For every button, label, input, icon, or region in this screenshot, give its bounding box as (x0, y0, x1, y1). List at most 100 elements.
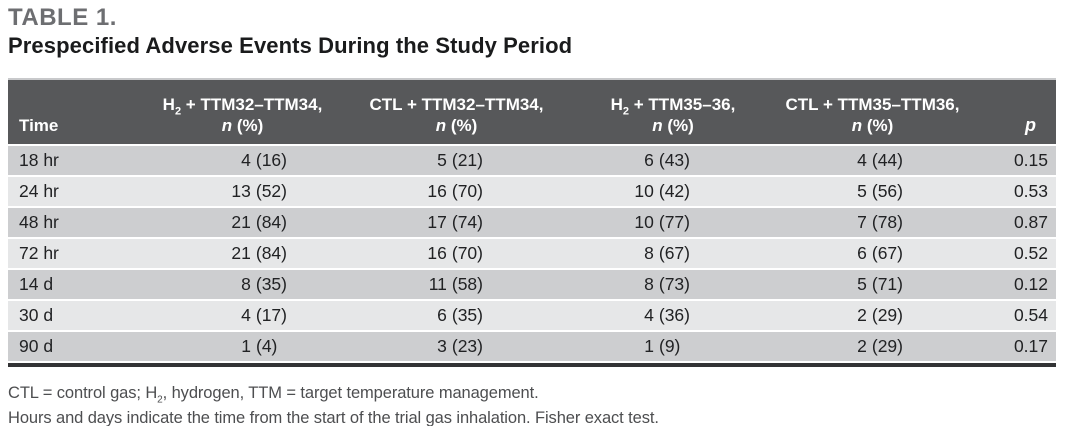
count-value: 5 (857, 274, 867, 294)
header-time: Time (8, 80, 140, 144)
table-bottom-rule (8, 363, 1056, 367)
count-value: 6 (644, 150, 654, 170)
data-cell: 4 (16) (140, 146, 345, 175)
data-cell: 4 (44) (778, 146, 967, 175)
percent-value: (23) (451, 336, 483, 356)
header-p-value: p (967, 80, 1056, 144)
table-footnotes: CTL = control gas; H2, hydrogen, TTM = t… (8, 381, 659, 426)
count-value: 6 (437, 305, 447, 325)
count-value: 8 (644, 243, 654, 263)
data-cell: 1 (4) (140, 332, 345, 361)
percent-value: (4) (256, 336, 278, 356)
header-group-line: H2 + TTM35–36, (610, 95, 736, 118)
data-cell: 6 (67) (778, 239, 967, 268)
percent-value: (36) (658, 305, 690, 325)
count-value: 16 (427, 181, 447, 201)
percent-value: (78) (871, 212, 903, 232)
table-row: 24 hr 13 (52) 16 (70) 10 (42) 5 (56) 0.53 (8, 177, 1056, 206)
percent-value: (67) (658, 243, 690, 263)
p-value-cell: 0.17 (1013, 336, 1048, 356)
data-cell: 10 (42) (568, 177, 778, 206)
data-cell: 6 (43) (568, 146, 778, 175)
p-value-cell: 0.12 (1013, 274, 1048, 294)
percent-value: (77) (658, 212, 690, 232)
time-cell: 48 hr (19, 212, 59, 232)
header-h2-ttm35-36: H2 + TTM35–36, n (%) (568, 80, 778, 144)
percent-value: (29) (871, 305, 903, 325)
header-n-pct: n (%) (652, 116, 694, 135)
table-title: Prespecified Adverse Events During the S… (8, 33, 573, 58)
data-cell: 8 (35) (140, 270, 345, 299)
percent-value: (35) (451, 305, 483, 325)
count-value: 7 (857, 212, 867, 232)
count-value: 6 (857, 243, 867, 263)
data-cell: 8 (73) (568, 270, 778, 299)
percent-value: (84) (255, 243, 287, 263)
count-value: 8 (241, 274, 251, 294)
table-label: TABLE 1. (8, 4, 117, 31)
percent-value: (44) (871, 150, 903, 170)
percent-value: (16) (255, 150, 287, 170)
count-value: 4 (241, 305, 251, 325)
count-value: 5 (437, 150, 447, 170)
percent-value: (71) (871, 274, 903, 294)
table-row: 30 d 4 (17) 6 (35) 4 (36) 2 (29) 0.54 (8, 301, 1056, 330)
count-value: 2 (857, 336, 867, 356)
time-cell: 90 d (19, 336, 54, 356)
count-value: 17 (427, 212, 447, 232)
data-cell: 21 (84) (140, 208, 345, 237)
p-value-cell: 0.15 (1013, 150, 1048, 170)
count-value: 3 (437, 336, 447, 356)
percent-value: (58) (451, 274, 483, 294)
footnote-methods: Hours and days indicate the time from th… (8, 409, 659, 426)
time-cell: 14 d (19, 274, 54, 294)
header-ctl-ttm35-ttm36: CTL + TTM35–TTM36, n (%) (778, 80, 967, 144)
p-value-cell: 0.53 (1013, 181, 1048, 201)
table-row: 48 hr 21 (84) 17 (74) 10 (77) 7 (78) 0.87 (8, 208, 1056, 237)
data-cell: 2 (29) (778, 301, 967, 330)
count-value: 4 (644, 305, 654, 325)
data-cell: 11 (58) (345, 270, 568, 299)
percent-value: (70) (451, 181, 483, 201)
count-value: 11 (428, 274, 447, 294)
data-cell: 5 (21) (345, 146, 568, 175)
header-n-pct: n (%) (435, 116, 478, 135)
data-cell: 4 (17) (140, 301, 345, 330)
p-value-cell: 0.52 (1013, 243, 1048, 263)
table-header-row: Time H2 + TTM32–TTM34, n (%) CTL + TTM32… (8, 78, 1056, 144)
percent-value: (56) (871, 181, 903, 201)
percent-value: (35) (255, 274, 287, 294)
data-cell: 8 (67) (568, 239, 778, 268)
table-row: 14 d 8 (35) 11 (58) 8 (73) 5 (71) 0.12 (8, 270, 1056, 299)
p-value-cell: 0.87 (1013, 212, 1048, 232)
data-cell: 13 (52) (140, 177, 345, 206)
header-ctl-ttm32-ttm34: CTL + TTM32–TTM34, n (%) (345, 80, 568, 144)
data-cell: 3 (23) (345, 332, 568, 361)
count-value: 10 (634, 212, 654, 232)
data-cell: 21 (84) (140, 239, 345, 268)
count-value: 1 (644, 336, 654, 356)
data-cell: 6 (35) (345, 301, 568, 330)
data-cell: 10 (77) (568, 208, 778, 237)
percent-value: (21) (451, 150, 483, 170)
time-cell: 72 hr (19, 243, 59, 263)
count-value: 2 (857, 305, 867, 325)
data-cell: 17 (74) (345, 208, 568, 237)
count-value: 8 (644, 274, 654, 294)
header-group-line: CTL + TTM32–TTM34, (369, 95, 544, 114)
data-cell: 5 (71) (778, 270, 967, 299)
percent-value: (52) (255, 181, 287, 201)
count-value: 21 (231, 212, 251, 232)
percent-value: (70) (451, 243, 483, 263)
count-value: 4 (241, 150, 251, 170)
time-cell: 30 d (19, 305, 54, 325)
percent-value: (73) (658, 274, 690, 294)
percent-value: (29) (871, 336, 903, 356)
data-cell: 1 (9) (568, 332, 778, 361)
count-value: 1 (241, 336, 251, 356)
adverse-events-table: Time H2 + TTM32–TTM34, n (%) CTL + TTM32… (8, 78, 1056, 367)
percent-value: (67) (871, 243, 903, 263)
count-value: 13 (231, 181, 251, 201)
data-cell: 16 (70) (345, 239, 568, 268)
